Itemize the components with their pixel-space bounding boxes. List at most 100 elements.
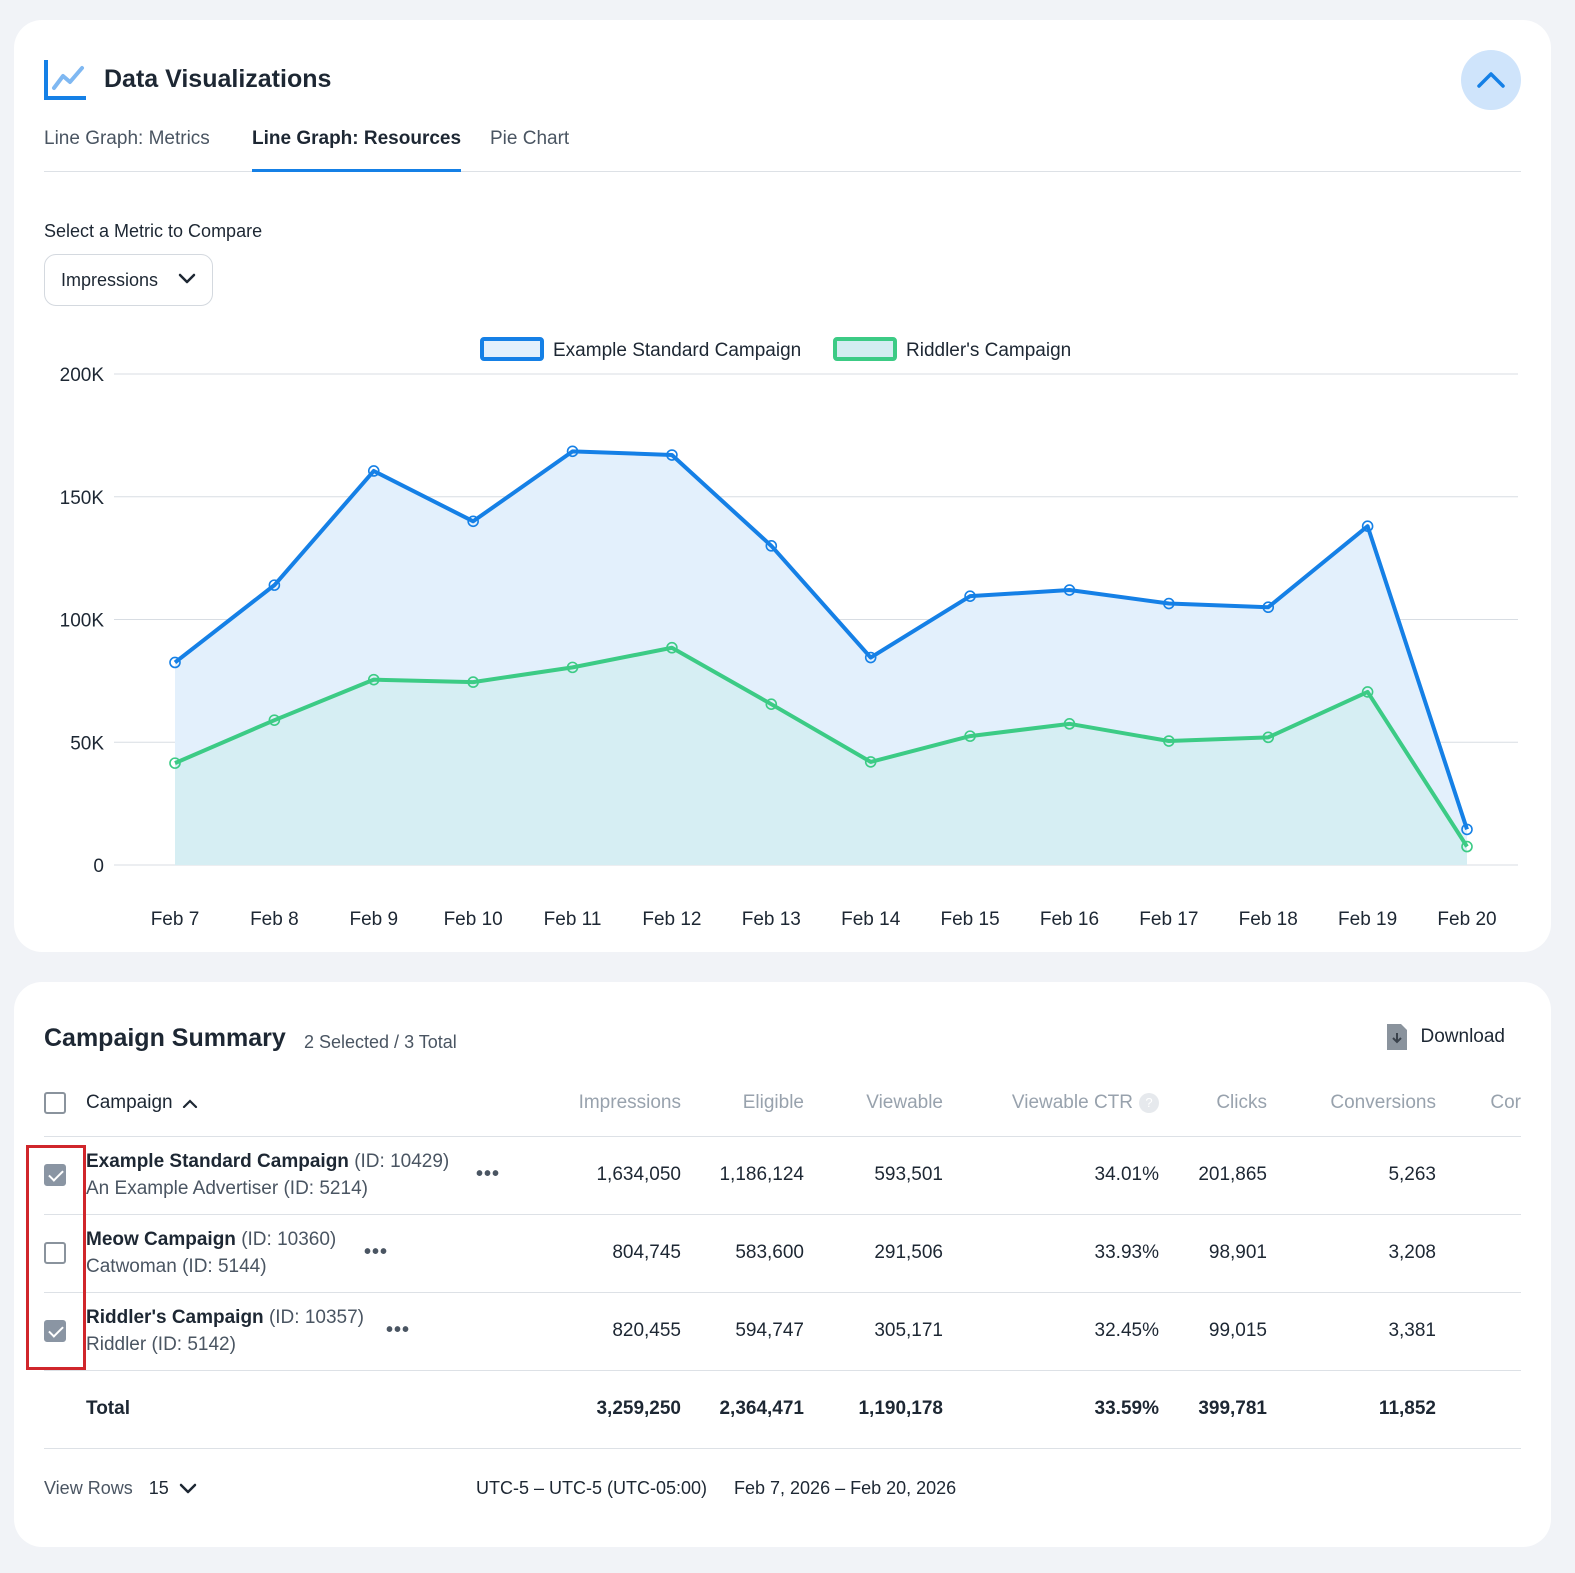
metric-select-label: Select a Metric to Compare xyxy=(44,221,263,241)
data-point xyxy=(367,673,380,686)
clicks-cell: 201,865 xyxy=(1159,1136,1267,1215)
column-header-campaign[interactable]: Campaign xyxy=(86,1070,506,1137)
campaign-name[interactable]: Meow Campaign xyxy=(86,1229,236,1250)
viz-tabs: Line Graph: Metrics Line Graph: Resource… xyxy=(44,126,1521,172)
view-rows-label: View Rows xyxy=(44,1478,133,1498)
campaign-id: (ID: 10357) xyxy=(268,1307,364,1328)
data-point xyxy=(1163,597,1175,610)
data-point xyxy=(666,449,678,461)
download-button[interactable]: Download xyxy=(1386,1024,1505,1050)
campaign-cell: Riddler's Campaign (ID: 10357) Riddler (… xyxy=(86,1292,506,1371)
x-tick-label: Feb 8 xyxy=(250,909,299,930)
x-tick-label: Feb 11 xyxy=(544,909,602,930)
more-options-button[interactable]: ••• xyxy=(476,1162,501,1185)
y-tick-label: 100K xyxy=(60,611,105,632)
total-eligible: 2,364,471 xyxy=(681,1370,804,1449)
x-tick-label: Feb 18 xyxy=(1239,909,1298,930)
data-point xyxy=(964,730,976,742)
column-header-viewable-ctr[interactable]: Viewable CTR? xyxy=(943,1070,1159,1137)
x-tick-label: Feb 7 xyxy=(151,909,200,930)
data-point xyxy=(765,540,778,552)
total-viewable-ctr: 33.59% xyxy=(943,1370,1159,1449)
total-clicks: 399,781 xyxy=(1159,1370,1267,1449)
truncated-cell xyxy=(1436,1292,1521,1371)
column-header-conversions[interactable]: Conversions xyxy=(1267,1070,1436,1137)
x-tick-label: Feb 14 xyxy=(841,909,901,930)
row-checkbox[interactable] xyxy=(44,1241,66,1264)
checkbox-highlight-box xyxy=(26,1145,86,1370)
x-tick-label: Feb 16 xyxy=(1040,909,1099,930)
campaign-header-label: Campaign xyxy=(86,1091,173,1113)
truncated-cell xyxy=(1436,1214,1521,1293)
y-tick-label: 150K xyxy=(60,488,105,509)
data-point xyxy=(1262,731,1275,744)
legend-swatch xyxy=(833,337,897,361)
data-point xyxy=(169,656,181,669)
data-point xyxy=(566,661,579,674)
truncated-cell xyxy=(1436,1136,1521,1215)
series-line xyxy=(173,449,1469,831)
campaign-name[interactable]: Example Standard Campaign xyxy=(86,1151,349,1172)
total-truncated xyxy=(1436,1370,1521,1449)
conversions-cell: 3,208 xyxy=(1267,1214,1436,1293)
view-rows-value: 15 xyxy=(148,1478,169,1498)
campaign-id: (ID: 10429) xyxy=(354,1151,450,1172)
data-point xyxy=(1361,686,1374,698)
data-visualizations-card: Data Visualizations Line Graph: Metrics … xyxy=(14,20,1551,952)
row-checkbox-cell xyxy=(44,1292,86,1371)
conversions-cell: 5,263 xyxy=(1267,1136,1436,1215)
x-tick-label: Feb 12 xyxy=(642,909,701,930)
data-point xyxy=(765,698,778,710)
x-tick-label: Feb 20 xyxy=(1437,909,1496,930)
total-empty-cell xyxy=(44,1370,86,1449)
viewable-cell: 305,171 xyxy=(804,1292,943,1371)
data-point xyxy=(964,590,976,602)
campaign-name[interactable]: Riddler's Campaign xyxy=(86,1307,264,1328)
data-point xyxy=(864,756,877,768)
file-download-icon xyxy=(1386,1024,1407,1050)
row-checkbox-cell xyxy=(44,1214,86,1293)
more-options-button[interactable]: ••• xyxy=(386,1318,411,1341)
date-range-label: Feb 7, 2026 – Feb 20, 2026 xyxy=(734,1478,957,1498)
series-area xyxy=(175,647,1467,865)
conversions-cell: 3,381 xyxy=(1267,1292,1436,1371)
collapse-button[interactable] xyxy=(1461,50,1521,110)
viewable-ctr-cell: 33.93% xyxy=(943,1214,1159,1293)
row-checkbox[interactable] xyxy=(44,1319,66,1342)
view-rows-control[interactable]: View Rows 15 xyxy=(44,1478,197,1499)
column-header-viewable[interactable]: Viewable xyxy=(804,1070,943,1137)
row-checkbox[interactable] xyxy=(44,1163,66,1186)
series-line xyxy=(174,645,1469,848)
metric-select[interactable]: Impressions xyxy=(44,254,213,306)
select-all-checkbox[interactable] xyxy=(44,1091,66,1114)
total-label: Total xyxy=(86,1370,506,1449)
viewable-cell: 291,506 xyxy=(804,1214,943,1293)
x-tick-label: Feb 10 xyxy=(444,909,503,930)
data-point xyxy=(566,445,579,458)
column-header-impressions[interactable]: Impressions xyxy=(506,1070,681,1137)
table-row: Meow Campaign (ID: 10360) Catwoman (ID: … xyxy=(44,1214,1521,1293)
total-conversions: 11,852 xyxy=(1267,1370,1436,1449)
data-point xyxy=(666,641,678,654)
column-header-truncated[interactable]: Cor xyxy=(1436,1070,1521,1137)
row-checkbox-cell xyxy=(44,1136,86,1215)
x-tick-label: Feb 15 xyxy=(940,909,999,930)
tab-pie-chart[interactable]: Pie Chart xyxy=(490,128,570,149)
x-tick-label: Feb 13 xyxy=(742,909,801,930)
column-header-clicks[interactable]: Clicks xyxy=(1159,1070,1267,1137)
viz-header: Data Visualizations xyxy=(44,58,331,100)
tab-line-graph-resources[interactable]: Line Graph: Resources xyxy=(252,128,462,172)
chevron-down-icon xyxy=(179,1483,196,1493)
help-icon[interactable]: ? xyxy=(1139,1092,1159,1113)
impressions-cell: 804,745 xyxy=(506,1214,681,1293)
y-tick-label: 0 xyxy=(93,856,104,877)
data-point xyxy=(1063,718,1076,730)
campaign-id: (ID: 10360) xyxy=(241,1229,337,1250)
impressions-cell: 820,455 xyxy=(506,1292,681,1371)
tab-line-graph-metrics[interactable]: Line Graph: Metrics xyxy=(44,128,210,149)
total-viewable: 1,190,178 xyxy=(804,1370,943,1449)
column-header-eligible[interactable]: Eligible xyxy=(681,1070,804,1137)
more-options-button[interactable]: ••• xyxy=(364,1240,389,1263)
clicks-cell: 99,015 xyxy=(1159,1292,1267,1371)
x-tick-label: Feb 17 xyxy=(1139,909,1198,930)
